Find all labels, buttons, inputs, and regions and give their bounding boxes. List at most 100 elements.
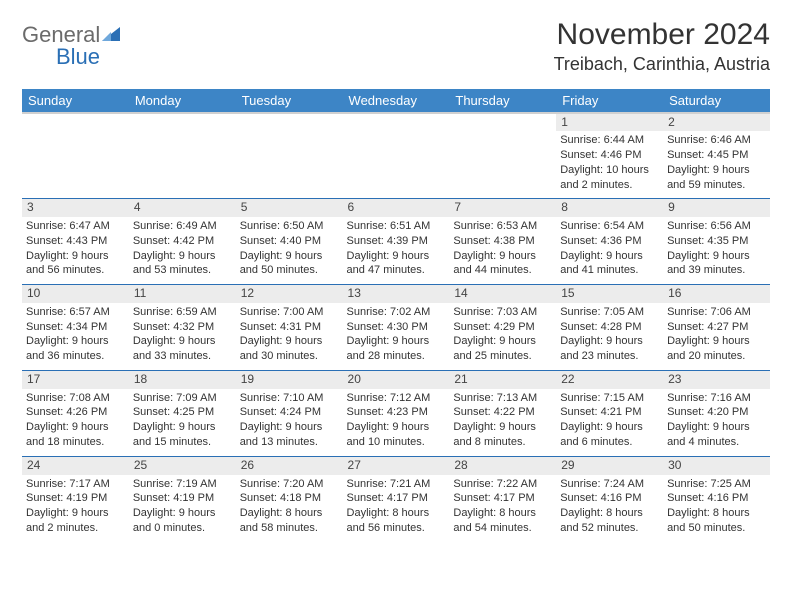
day-content-cell [236,131,343,199]
cell-line: Sunrise: 7:21 AM [347,477,446,492]
day-number-cell: 22 [556,371,663,389]
cell-line: Daylight: 8 hours [667,506,766,521]
day-content-cell: Sunrise: 7:21 AMSunset: 4:17 PMDaylight:… [343,475,450,542]
day-content-cell: Sunrise: 6:51 AMSunset: 4:39 PMDaylight:… [343,217,450,285]
content-row: Sunrise: 7:08 AMSunset: 4:26 PMDaylight:… [22,389,770,457]
day-number-cell: 2 [663,113,770,131]
weekday-header: Tuesday [236,89,343,113]
day-content-cell: Sunrise: 7:20 AMSunset: 4:18 PMDaylight:… [236,475,343,542]
cell-line: and 6 minutes. [560,435,659,450]
day-content-cell: Sunrise: 7:10 AMSunset: 4:24 PMDaylight:… [236,389,343,457]
cell-line: Daylight: 9 hours [133,249,232,264]
cell-line: and 10 minutes. [347,435,446,450]
day-content-cell: Sunrise: 7:03 AMSunset: 4:29 PMDaylight:… [449,303,556,371]
day-number-cell: 6 [343,199,450,217]
cell-line: and 50 minutes. [240,263,339,278]
cell-line: and 30 minutes. [240,349,339,364]
cell-line: Sunset: 4:17 PM [453,491,552,506]
cell-line: Sunset: 4:28 PM [560,320,659,335]
day-number-cell [129,113,236,131]
cell-line: and 44 minutes. [453,263,552,278]
day-content-cell: Sunrise: 6:50 AMSunset: 4:40 PMDaylight:… [236,217,343,285]
month-title: November 2024 [554,18,770,52]
cell-line: Sunset: 4:23 PM [347,405,446,420]
weekday-header-row: SundayMondayTuesdayWednesdayThursdayFrid… [22,89,770,113]
day-number-cell: 27 [343,457,450,475]
title-block: November 2024 Treibach, Carinthia, Austr… [554,18,770,75]
day-content-cell: Sunrise: 7:00 AMSunset: 4:31 PMDaylight:… [236,303,343,371]
cell-line: Daylight: 9 hours [347,420,446,435]
cell-line: Daylight: 9 hours [26,334,125,349]
cell-line: and 8 minutes. [453,435,552,450]
day-number-cell [22,113,129,131]
cell-line: Sunrise: 6:57 AM [26,305,125,320]
day-content-cell: Sunrise: 7:24 AMSunset: 4:16 PMDaylight:… [556,475,663,542]
day-number-cell: 17 [22,371,129,389]
content-row: Sunrise: 6:44 AMSunset: 4:46 PMDaylight:… [22,131,770,199]
day-number-cell: 11 [129,285,236,303]
cell-line: Sunset: 4:30 PM [347,320,446,335]
cell-line: Sunrise: 6:56 AM [667,219,766,234]
day-number-cell: 8 [556,199,663,217]
day-number-cell: 26 [236,457,343,475]
cell-line: and 13 minutes. [240,435,339,450]
weekday-header: Friday [556,89,663,113]
day-number-cell [343,113,450,131]
day-number-cell: 25 [129,457,236,475]
cell-line: Sunrise: 7:02 AM [347,305,446,320]
cell-line: Sunrise: 6:53 AM [453,219,552,234]
cell-line: and 20 minutes. [667,349,766,364]
day-content-cell: Sunrise: 7:02 AMSunset: 4:30 PMDaylight:… [343,303,450,371]
cell-line: Daylight: 9 hours [240,420,339,435]
cell-line: and 41 minutes. [560,263,659,278]
cell-line: and 56 minutes. [347,521,446,536]
cell-line: Sunrise: 7:06 AM [667,305,766,320]
cell-line: Daylight: 9 hours [133,506,232,521]
day-number-cell: 21 [449,371,556,389]
cell-line: Sunrise: 7:25 AM [667,477,766,492]
day-content-cell [449,131,556,199]
cell-line: Sunset: 4:31 PM [240,320,339,335]
day-content-cell: Sunrise: 7:16 AMSunset: 4:20 PMDaylight:… [663,389,770,457]
content-row: Sunrise: 6:57 AMSunset: 4:34 PMDaylight:… [22,303,770,371]
weekday-header: Monday [129,89,236,113]
cell-line: Daylight: 9 hours [667,249,766,264]
header: GeneralBlue November 2024 Treibach, Cari… [22,18,770,75]
cell-line: Daylight: 9 hours [667,420,766,435]
day-content-cell: Sunrise: 6:57 AMSunset: 4:34 PMDaylight:… [22,303,129,371]
cell-line: Sunset: 4:17 PM [347,491,446,506]
cell-line: and 59 minutes. [667,178,766,193]
cell-line: Sunset: 4:38 PM [453,234,552,249]
day-number-cell: 10 [22,285,129,303]
cell-line: and 2 minutes. [560,178,659,193]
cell-line: Daylight: 9 hours [453,249,552,264]
daynum-row: 3456789 [22,199,770,217]
cell-line: Sunrise: 7:22 AM [453,477,552,492]
day-content-cell: Sunrise: 6:47 AMSunset: 4:43 PMDaylight:… [22,217,129,285]
day-content-cell [22,131,129,199]
cell-line: Sunset: 4:45 PM [667,148,766,163]
cell-line: Sunrise: 7:15 AM [560,391,659,406]
cell-line: and 25 minutes. [453,349,552,364]
day-content-cell: Sunrise: 7:06 AMSunset: 4:27 PMDaylight:… [663,303,770,371]
day-content-cell: Sunrise: 7:05 AMSunset: 4:28 PMDaylight:… [556,303,663,371]
cell-line: and 58 minutes. [240,521,339,536]
logo-text-blue: Blue [22,44,100,69]
day-number-cell: 3 [22,199,129,217]
cell-line: Sunrise: 7:05 AM [560,305,659,320]
cell-line: Daylight: 9 hours [453,334,552,349]
cell-line: Daylight: 8 hours [347,506,446,521]
cell-line: and 56 minutes. [26,263,125,278]
day-content-cell: Sunrise: 7:15 AMSunset: 4:21 PMDaylight:… [556,389,663,457]
day-number-cell: 29 [556,457,663,475]
cell-line: Daylight: 10 hours [560,163,659,178]
cell-line: and 33 minutes. [133,349,232,364]
cell-line: Daylight: 9 hours [560,420,659,435]
cell-line: Daylight: 9 hours [240,334,339,349]
cell-line: Daylight: 9 hours [347,334,446,349]
cell-line: Sunset: 4:22 PM [453,405,552,420]
day-number-cell: 9 [663,199,770,217]
cell-line: Sunrise: 6:44 AM [560,133,659,148]
cell-line: and 39 minutes. [667,263,766,278]
cell-line: and 36 minutes. [26,349,125,364]
